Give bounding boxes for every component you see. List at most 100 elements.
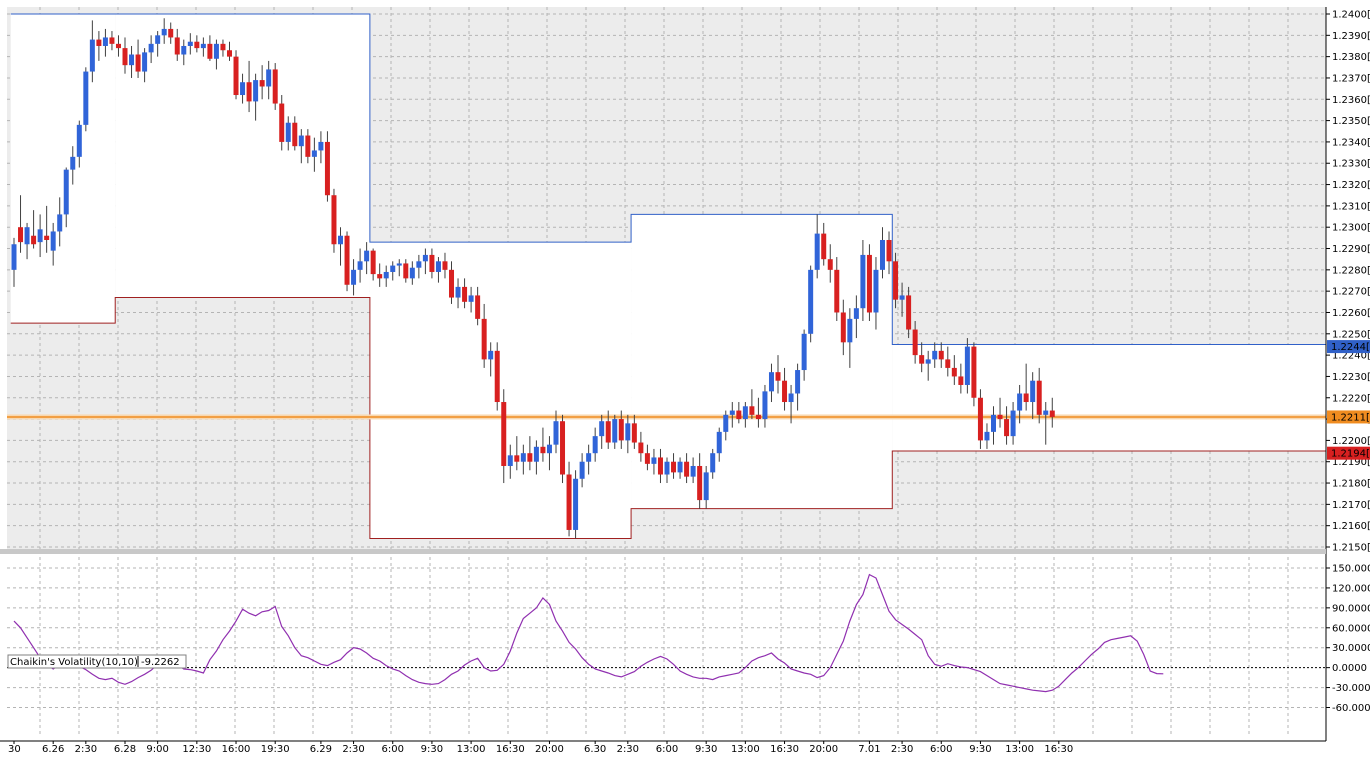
candle-up (573, 478, 579, 530)
candle-up (155, 35, 161, 44)
candle-down (958, 376, 964, 385)
time-tick-label: 16:00 (222, 744, 251, 755)
candle-up (651, 457, 657, 464)
price-tick-label: 1.2170[0 (1332, 500, 1370, 511)
price-tick-label: 1.2390[0 (1332, 31, 1370, 42)
daily-low-line (10, 297, 1326, 539)
candle-up (187, 41, 193, 46)
candle-down (501, 402, 507, 466)
candle-up (396, 263, 402, 266)
candle-up (873, 269, 879, 313)
candle-down (115, 43, 121, 49)
candle-down (945, 359, 951, 368)
candle-down (1004, 419, 1010, 437)
candle-up (546, 444, 552, 454)
chaikin-volatility-path (13, 573, 1164, 693)
candle-up (416, 261, 422, 268)
candle-down (494, 350, 500, 403)
time-tick-label: 9:30 (969, 744, 991, 755)
price-marker (1327, 340, 1370, 354)
candle-up (181, 45, 187, 55)
candle-up (586, 453, 592, 462)
candle-down (96, 39, 102, 46)
candle-up (729, 410, 735, 415)
price-tick-label: 1.2250[0 (1332, 329, 1370, 340)
candle-down (462, 286, 468, 302)
candle-down (194, 41, 200, 49)
candle-up (37, 229, 43, 243)
candle-down (736, 410, 742, 420)
candle-up (240, 82, 246, 96)
price-tick-label: 1.2380[0 (1332, 52, 1370, 63)
candle-down (279, 103, 285, 142)
candle-up (213, 43, 219, 59)
price-marker (1327, 410, 1370, 424)
daily-range-fill (631, 214, 893, 509)
candle-down (449, 269, 455, 298)
time-tick-label: 6.29 (310, 744, 332, 755)
candle-down (344, 235, 350, 285)
time-tick-label: 30 (8, 744, 21, 755)
candle-up (102, 37, 108, 46)
candle-down (638, 442, 644, 454)
candle-up (24, 227, 30, 245)
candle-up (1030, 380, 1036, 403)
price-tick-label: 1.2370[0 (1332, 73, 1370, 84)
candle-down (560, 421, 566, 475)
daily-range-fill (892, 344, 1326, 452)
candle-up (795, 370, 801, 394)
candle-down (644, 453, 650, 464)
indicator-label[interactable]: Chaikin's Volatility(10,10) -9.2262 (7, 654, 187, 669)
candle-down (403, 263, 409, 279)
price-tick-label: 1.2270[0 (1332, 287, 1370, 298)
candle-down (207, 43, 213, 59)
candle-down (886, 239, 892, 262)
candle-down (429, 254, 435, 272)
candle-down (938, 350, 944, 360)
price-tick-label: 1.2190[0 (1332, 457, 1370, 468)
candle-up (533, 446, 539, 462)
candle-down (122, 48, 128, 66)
candle-up (383, 271, 389, 279)
candle-up (435, 261, 441, 272)
price-tick-label: 1.2260[0 (1332, 308, 1370, 319)
price-tick-label: 1.2360[0 (1332, 95, 1370, 106)
candle-up (625, 423, 631, 441)
candle-down (821, 233, 827, 260)
indicator-label-box (7, 654, 187, 669)
candle-up (83, 71, 89, 125)
candle-up (579, 461, 585, 479)
price-tick-label: 1.2300[0 (1332, 223, 1370, 234)
indicator-tick-label: -60.0000 (1332, 703, 1370, 714)
indicator-tick-label: 30.0000 (1332, 643, 1370, 654)
indicator-grid (7, 557, 1326, 736)
candle-up (899, 295, 905, 300)
indicator-panel[interactable]: 150.0000 120.0000 90.0000 60.0000 30.0000 0.0… (7, 557, 1370, 736)
chaikin-volatility-line (13, 573, 1164, 693)
candle-up (129, 54, 135, 66)
price-tick-label: 1.2280[0 (1332, 265, 1370, 276)
daily-range-levels (7, 13, 1326, 539)
candle-up (788, 393, 794, 403)
price-tick-label: 1.2330[0 (1332, 159, 1370, 170)
candle-up (677, 461, 683, 473)
time-tick-label: 16:30 (1044, 744, 1073, 755)
candle-down (370, 250, 376, 275)
time-tick-label: 20:00 (809, 744, 838, 755)
axis-background (1326, 0, 1370, 757)
candle-up (553, 421, 559, 445)
candle-down (246, 82, 252, 102)
indicator-name: Chaikin's Volatility(10,10) (10, 657, 138, 668)
candle-down (566, 474, 572, 530)
time-tick-label: 19:30 (261, 744, 290, 755)
candle-up (860, 254, 866, 309)
candle-up (253, 80, 259, 102)
candle-down (631, 423, 637, 443)
candles (11, 18, 1055, 539)
price-tick-label: 1.2400[0 (1332, 10, 1370, 21)
candle-down (951, 367, 957, 377)
time-tick-label: 6:00 (930, 744, 952, 755)
candle-up (742, 406, 748, 420)
